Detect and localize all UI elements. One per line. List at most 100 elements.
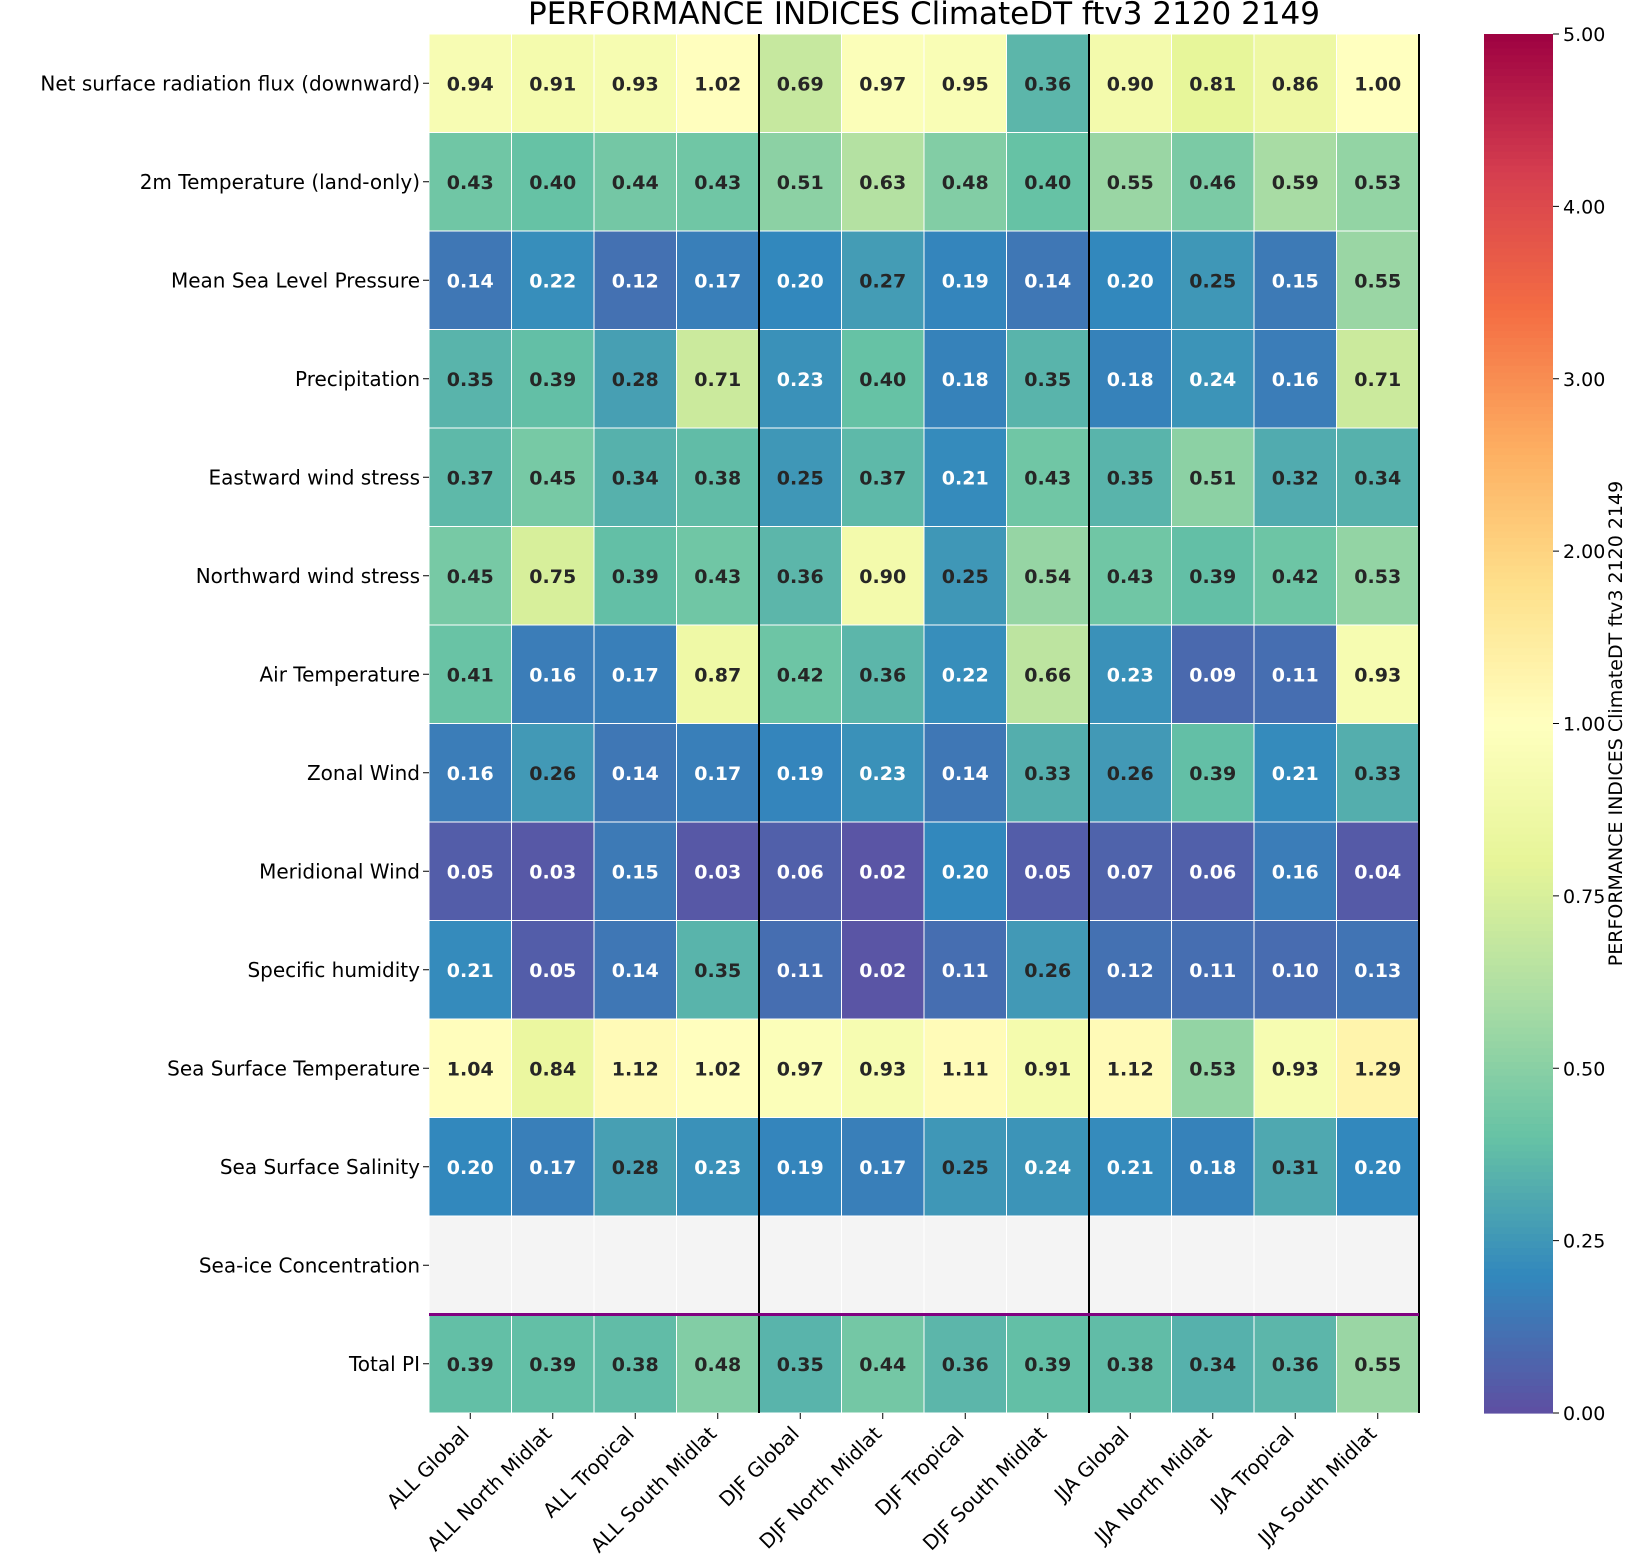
colorbar-segment <box>1484 1123 1553 1131</box>
heatmap-cell <box>428 132 512 232</box>
cell-value-label: 0.48 <box>942 172 989 194</box>
cell-value-label: 0.36 <box>1024 73 1071 95</box>
colorbar-segment <box>1484 165 1553 173</box>
cell-value-label: 0.51 <box>777 172 824 194</box>
colorbar-segment <box>1484 723 1553 731</box>
colorbar-segment <box>1484 89 1553 97</box>
cell-value-label: 0.12 <box>612 270 659 292</box>
cell-value-label: 0.26 <box>1107 763 1154 785</box>
colorbar-segment <box>1484 351 1553 359</box>
heatmap-cell <box>593 624 677 724</box>
colorbar-segment <box>1484 895 1553 904</box>
cell-value-label: 0.20 <box>447 1157 494 1179</box>
cell-value-label: 1.00 <box>1354 73 1401 95</box>
colorbar-segment <box>1484 378 1553 387</box>
cell-value-label: 0.53 <box>1189 1058 1236 1080</box>
colorbar-segment <box>1484 1068 1553 1076</box>
row-label: Eastward wind stress <box>208 465 420 489</box>
heatmap-cell <box>1088 526 1172 626</box>
heatmap-cell <box>676 1215 760 1315</box>
colorbar-segment <box>1484 206 1553 214</box>
colorbar-segment <box>1484 364 1553 373</box>
colorbar-segment <box>1484 144 1553 152</box>
colorbar-segment <box>1484 944 1553 952</box>
heatmap-cell <box>676 821 760 921</box>
colorbar-segment <box>1484 185 1553 194</box>
cell-value-label: 0.13 <box>1354 960 1401 982</box>
heatmap-cell <box>593 1314 677 1414</box>
column-label: DJF Global <box>714 1422 804 1512</box>
heatmap-cell <box>676 132 760 232</box>
heatmap-cell <box>1171 427 1255 527</box>
heatmap-cell <box>511 526 595 626</box>
colorbar-segment <box>1484 123 1553 132</box>
heatmap-cell <box>511 723 595 823</box>
colorbar-segment <box>1484 289 1553 297</box>
cell-value-label: 0.38 <box>694 467 741 489</box>
colorbar-segment <box>1484 420 1553 428</box>
heatmap-cell <box>511 624 595 724</box>
colorbar-tick-label: 5.00 <box>1563 24 1605 46</box>
colorbar-segment <box>1484 1095 1553 1104</box>
colorbar-segment <box>1484 785 1553 794</box>
colorbar-segment <box>1484 1164 1553 1173</box>
heatmap-cell <box>1171 132 1255 232</box>
heatmap-cell <box>923 821 1007 921</box>
cell-value-label: 0.43 <box>694 172 741 194</box>
heatmap-cell <box>1171 723 1255 823</box>
colorbar-segment <box>1484 978 1553 987</box>
colorbar-segment <box>1484 1137 1553 1145</box>
colorbar-segment <box>1484 709 1553 718</box>
colorbar-segment <box>1484 716 1553 725</box>
heatmap-cell <box>923 526 1007 626</box>
colorbar-segment <box>1484 682 1553 690</box>
colorbar-segment <box>1484 778 1553 787</box>
colorbar-segment <box>1484 578 1553 587</box>
colorbar-segment <box>1484 640 1553 649</box>
colorbar-segment <box>1484 461 1553 469</box>
heatmap-cell <box>758 920 842 1020</box>
heatmap-cell <box>511 1314 595 1414</box>
colorbar-segment <box>1484 309 1553 318</box>
heatmap-cell <box>428 1018 512 1118</box>
cell-value-label: 0.75 <box>529 566 576 588</box>
cell-value-label: 0.39 <box>529 1354 576 1376</box>
colorbar-segment <box>1484 413 1553 421</box>
heatmap-cell <box>1171 624 1255 724</box>
cell-value-label: 0.81 <box>1189 73 1236 95</box>
heatmap-cell <box>593 427 677 527</box>
cell-value-label: 0.17 <box>694 763 741 785</box>
heatmap-cell <box>1006 526 1090 626</box>
cell-value-label: 0.53 <box>1354 172 1401 194</box>
heatmap-cell <box>511 33 595 133</box>
colorbar-segment <box>1484 1116 1553 1125</box>
colorbar-segment <box>1484 971 1553 980</box>
colorbar-segment <box>1484 1026 1553 1035</box>
heatmap-cell <box>758 821 842 921</box>
heatmap-cell <box>428 1117 512 1217</box>
colorbar-segment <box>1484 537 1553 545</box>
cell-value-label: 0.20 <box>1354 1157 1401 1179</box>
cell-value-label: 0.55 <box>1354 270 1401 292</box>
cell-value-label: 0.14 <box>612 960 659 982</box>
colorbar-segment <box>1484 330 1553 338</box>
colorbar-segment <box>1484 489 1553 497</box>
cell-value-label: 0.17 <box>859 1157 906 1179</box>
colorbar-segment <box>1484 440 1553 449</box>
heatmap-cell <box>841 723 925 823</box>
cell-value-label: 0.21 <box>1107 1157 1154 1179</box>
heatmap-cell <box>1336 132 1420 232</box>
cell-value-label: 0.33 <box>1024 763 1071 785</box>
heatmap-cell <box>428 33 512 133</box>
colorbar-segment <box>1484 833 1553 842</box>
heatmap-cell <box>923 920 1007 1020</box>
heatmap-cell <box>1006 427 1090 527</box>
row-label: Sea Surface Temperature <box>167 1056 420 1080</box>
cell-value-label: 0.11 <box>1272 664 1319 686</box>
heatmap-cell <box>676 920 760 1020</box>
colorbar-segment <box>1484 454 1553 463</box>
colorbar-tick-label: 0.00 <box>1563 1403 1605 1425</box>
cell-value-label: 0.23 <box>1107 664 1154 686</box>
colorbar-segment <box>1484 875 1553 883</box>
